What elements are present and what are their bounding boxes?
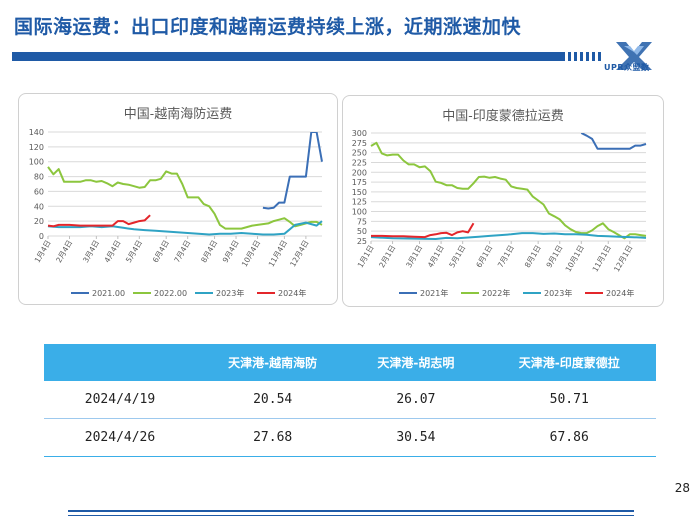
y-tick-label: 25 xyxy=(357,237,367,246)
x-tick-label: 1月4日 xyxy=(33,239,53,265)
series-line xyxy=(370,141,647,240)
y-tick-label: 80 xyxy=(34,173,44,182)
x-tick-label: 2月4日 xyxy=(54,239,74,265)
x-tick-label: 10月4日 xyxy=(240,239,262,269)
y-tick-label: 140 xyxy=(29,128,44,137)
x-tick-label: 7月1日 xyxy=(496,244,516,270)
table-cell: 26.07 xyxy=(349,381,483,419)
table-cell: 50.71 xyxy=(482,381,656,419)
page-title: 国际海运费：出口印度和越南运费持续上涨，近期涨速加快 xyxy=(14,16,522,38)
table-cell: 67.86 xyxy=(482,418,656,457)
series-line xyxy=(47,166,323,230)
page-number: 28 xyxy=(674,481,690,495)
legend-label: 2024年 xyxy=(606,288,634,298)
x-tick-label: 8月4日 xyxy=(199,239,219,265)
chart-panel-india: 中国-印度蒙德拉运费 25 50 75 100 125 150 175 200 225 250 27… xyxy=(342,95,664,307)
y-tick-label: 300 xyxy=(352,129,367,138)
series-line xyxy=(262,132,323,210)
x-tick-label: 5月4日 xyxy=(124,239,144,265)
y-tick-label: 0 xyxy=(39,232,44,241)
y-tick-label: 75 xyxy=(357,217,367,226)
table-cell: 30.54 xyxy=(349,418,483,457)
y-tick-label: 50 xyxy=(357,227,367,236)
x-tick-label: 7月4日 xyxy=(172,239,192,265)
x-tick-label: 4月1日 xyxy=(426,244,446,270)
x-tick-label: 12月4日 xyxy=(288,239,310,269)
legend-label: 2023年 xyxy=(544,288,572,298)
y-tick-label: 150 xyxy=(352,188,367,197)
y-tick-label: 225 xyxy=(352,158,367,167)
series-line xyxy=(371,222,475,239)
y-tick-label: 40 xyxy=(34,202,44,211)
y-tick-label: 275 xyxy=(352,139,367,148)
x-tick-label: 12月1日 xyxy=(612,244,634,274)
legend-label: 2021.00 xyxy=(92,289,125,298)
footer-line xyxy=(68,515,634,516)
table-header-cell: 天津港-越南海防 xyxy=(196,344,350,381)
y-tick-label: 175 xyxy=(352,178,367,187)
x-tick-label: 6月1日 xyxy=(474,244,494,270)
series-line xyxy=(370,232,647,240)
table-cell: 20.54 xyxy=(196,381,350,419)
y-tick-label: 200 xyxy=(352,168,367,177)
x-tick-label: 11月1日 xyxy=(591,244,613,274)
table-header-cell xyxy=(44,344,196,381)
legend-label: 2024年 xyxy=(278,288,306,298)
legend-label: 2021年 xyxy=(420,288,448,298)
legend-label: 2022年 xyxy=(482,288,510,298)
y-tick-label: 100 xyxy=(29,158,44,167)
header-stripes xyxy=(562,52,602,61)
x-tick-label: 10月1日 xyxy=(564,244,586,274)
x-tick-label: 2月1日 xyxy=(377,244,397,270)
table-header-row: 天津港-越南海防 天津港-胡志明 天津港-印度蒙德拉 xyxy=(44,344,656,381)
x-tick-label: 5月1日 xyxy=(447,244,467,270)
x-tick-label: 8月1日 xyxy=(523,244,543,270)
footer-line xyxy=(68,510,634,512)
series-line xyxy=(47,214,151,228)
y-tick-label: 60 xyxy=(34,187,44,196)
y-tick-label: 250 xyxy=(352,149,367,158)
y-tick-label: 20 xyxy=(34,217,44,226)
x-tick-label: 11月4日 xyxy=(267,239,289,269)
x-tick-label: 3月4日 xyxy=(81,239,101,265)
table-row: 2024/4/19 20.54 26.07 50.71 xyxy=(44,381,656,419)
chart-title: 中国-印度蒙德拉运费 xyxy=(442,109,564,124)
x-tick-label: 1月1日 xyxy=(356,244,376,270)
x-tick-label: 3月1日 xyxy=(404,244,424,270)
freight-table: 天津港-越南海防 天津港-胡志明 天津港-印度蒙德拉 2024/4/19 20.… xyxy=(44,344,656,457)
x-tick-label: 9月1日 xyxy=(544,244,564,270)
table-header-cell: 天津港-印度蒙德拉 xyxy=(482,344,656,381)
company-logo-icon xyxy=(616,42,652,70)
logo-text: UPR众盟数 xyxy=(604,63,650,72)
table-cell-date: 2024/4/26 xyxy=(44,418,196,457)
legend-label: 2023年 xyxy=(216,288,244,298)
table-header-cell: 天津港-胡志明 xyxy=(349,344,483,381)
legend-label: 2022.00 xyxy=(154,289,187,298)
table-cell: 27.68 xyxy=(196,418,350,457)
chart-title: 中国-越南海防运费 xyxy=(123,107,233,122)
x-tick-label: 6月4日 xyxy=(151,239,171,265)
series-line xyxy=(47,220,323,236)
x-tick-label: 9月4日 xyxy=(221,239,241,265)
series-line xyxy=(580,133,647,150)
y-tick-label: 100 xyxy=(352,208,367,217)
header-divider xyxy=(12,52,562,61)
y-tick-label: 125 xyxy=(352,198,367,207)
table-cell-date: 2024/4/19 xyxy=(44,381,196,419)
x-tick-label: 4月4日 xyxy=(103,239,123,265)
chart-panel-vietnam: 中国-越南海防运费 0 20 40 60 80 100 120 140 1月4日 2月4日 3月4日… xyxy=(18,93,338,305)
table-row: 2024/4/26 27.68 30.54 67.86 xyxy=(44,418,656,457)
y-tick-label: 120 xyxy=(29,143,44,152)
chart-vietnam: 0 20 40 60 80 100 120 140 1月4日 2月4日 3月4日 4月4日 5月4日 6月… xyxy=(29,128,323,298)
